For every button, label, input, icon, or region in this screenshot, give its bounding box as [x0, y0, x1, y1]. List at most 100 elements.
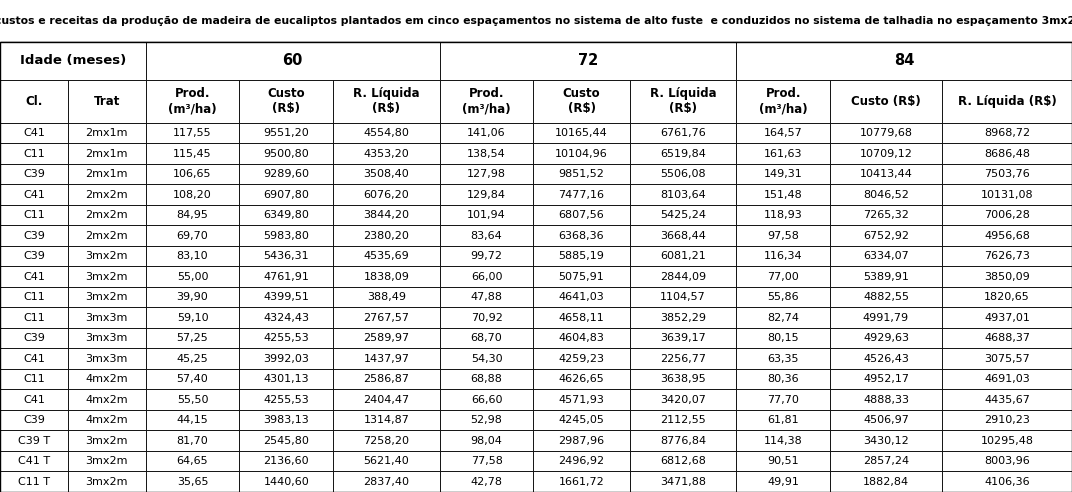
- Bar: [942, 410, 1072, 430]
- Bar: [629, 143, 736, 164]
- Bar: [942, 123, 1072, 143]
- Text: 45,25: 45,25: [177, 354, 208, 364]
- Text: 5436,31: 5436,31: [264, 251, 309, 261]
- Text: 5075,91: 5075,91: [559, 272, 605, 281]
- Bar: [146, 225, 239, 246]
- Text: 7265,32: 7265,32: [863, 210, 909, 220]
- Text: Custo (R$): Custo (R$): [851, 95, 921, 108]
- Bar: [440, 328, 534, 348]
- Text: 4641,03: 4641,03: [559, 292, 605, 302]
- Text: 49,91: 49,91: [768, 477, 799, 487]
- Bar: [629, 184, 736, 205]
- Bar: [629, 430, 736, 451]
- Bar: [534, 348, 629, 369]
- Text: C11: C11: [23, 374, 45, 384]
- Bar: [68, 348, 146, 369]
- Text: 2112,55: 2112,55: [660, 415, 705, 425]
- Bar: [629, 246, 736, 266]
- Bar: [440, 390, 534, 410]
- Text: 1440,60: 1440,60: [264, 477, 309, 487]
- Bar: [736, 410, 830, 430]
- Text: C11: C11: [23, 149, 45, 158]
- Bar: [68, 308, 146, 328]
- Text: C41: C41: [23, 272, 45, 281]
- Bar: [333, 143, 440, 164]
- Text: Prod.
(m³/ha): Prod. (m³/ha): [462, 88, 511, 116]
- Text: 2mx1m: 2mx1m: [86, 149, 128, 158]
- Bar: [534, 143, 629, 164]
- Text: 106,65: 106,65: [174, 169, 212, 179]
- Bar: [942, 287, 1072, 308]
- Bar: [0, 471, 68, 492]
- Bar: [0, 451, 68, 471]
- Bar: [629, 451, 736, 471]
- Text: C39: C39: [23, 231, 45, 241]
- Bar: [830, 80, 942, 123]
- Bar: [333, 348, 440, 369]
- Bar: [68, 369, 146, 390]
- Text: Prod.
(m³/ha): Prod. (m³/ha): [168, 88, 217, 116]
- Text: 4929,63: 4929,63: [863, 333, 909, 343]
- Text: 55,86: 55,86: [768, 292, 799, 302]
- Bar: [942, 184, 1072, 205]
- Bar: [942, 80, 1072, 123]
- Text: 4301,13: 4301,13: [264, 374, 309, 384]
- Text: C39: C39: [23, 415, 45, 425]
- Bar: [239, 287, 333, 308]
- Bar: [146, 287, 239, 308]
- Text: 4353,20: 4353,20: [363, 149, 410, 158]
- Text: 2496,92: 2496,92: [559, 456, 605, 466]
- Bar: [0, 205, 68, 225]
- Text: 3852,29: 3852,29: [660, 313, 706, 323]
- Bar: [239, 430, 333, 451]
- Text: 2767,57: 2767,57: [363, 313, 410, 323]
- Text: 57,25: 57,25: [177, 333, 208, 343]
- Bar: [146, 184, 239, 205]
- Bar: [146, 42, 440, 80]
- Text: 2136,60: 2136,60: [264, 456, 309, 466]
- Bar: [629, 348, 736, 369]
- Bar: [736, 348, 830, 369]
- Bar: [333, 164, 440, 184]
- Text: 59,10: 59,10: [177, 313, 208, 323]
- Text: Prod.
(m³/ha): Prod. (m³/ha): [759, 88, 807, 116]
- Text: 4255,53: 4255,53: [264, 333, 309, 343]
- Bar: [942, 164, 1072, 184]
- Bar: [534, 308, 629, 328]
- Bar: [629, 369, 736, 390]
- Text: 3mx2m: 3mx2m: [86, 272, 128, 281]
- Text: 10295,48: 10295,48: [981, 436, 1033, 446]
- Bar: [68, 430, 146, 451]
- Bar: [736, 225, 830, 246]
- Bar: [534, 471, 629, 492]
- Bar: [0, 328, 68, 348]
- Bar: [239, 80, 333, 123]
- Text: 6368,36: 6368,36: [559, 231, 605, 241]
- Bar: [440, 246, 534, 266]
- Bar: [736, 430, 830, 451]
- Text: 4688,37: 4688,37: [984, 333, 1030, 343]
- Bar: [830, 205, 942, 225]
- Text: 6761,76: 6761,76: [660, 128, 705, 138]
- Bar: [736, 246, 830, 266]
- Bar: [333, 410, 440, 430]
- Bar: [68, 205, 146, 225]
- Bar: [333, 225, 440, 246]
- Bar: [68, 471, 146, 492]
- Bar: [942, 205, 1072, 225]
- Text: 388,49: 388,49: [367, 292, 406, 302]
- Text: 8046,52: 8046,52: [863, 189, 909, 200]
- Text: 54,30: 54,30: [471, 354, 503, 364]
- Text: 5506,08: 5506,08: [660, 169, 705, 179]
- Bar: [333, 80, 440, 123]
- Bar: [736, 328, 830, 348]
- Text: 101,94: 101,94: [467, 210, 506, 220]
- Bar: [942, 246, 1072, 266]
- Bar: [830, 410, 942, 430]
- Text: C41: C41: [23, 354, 45, 364]
- Bar: [534, 430, 629, 451]
- Bar: [146, 390, 239, 410]
- Text: C39: C39: [23, 169, 45, 179]
- Text: 52,98: 52,98: [471, 415, 503, 425]
- Bar: [68, 328, 146, 348]
